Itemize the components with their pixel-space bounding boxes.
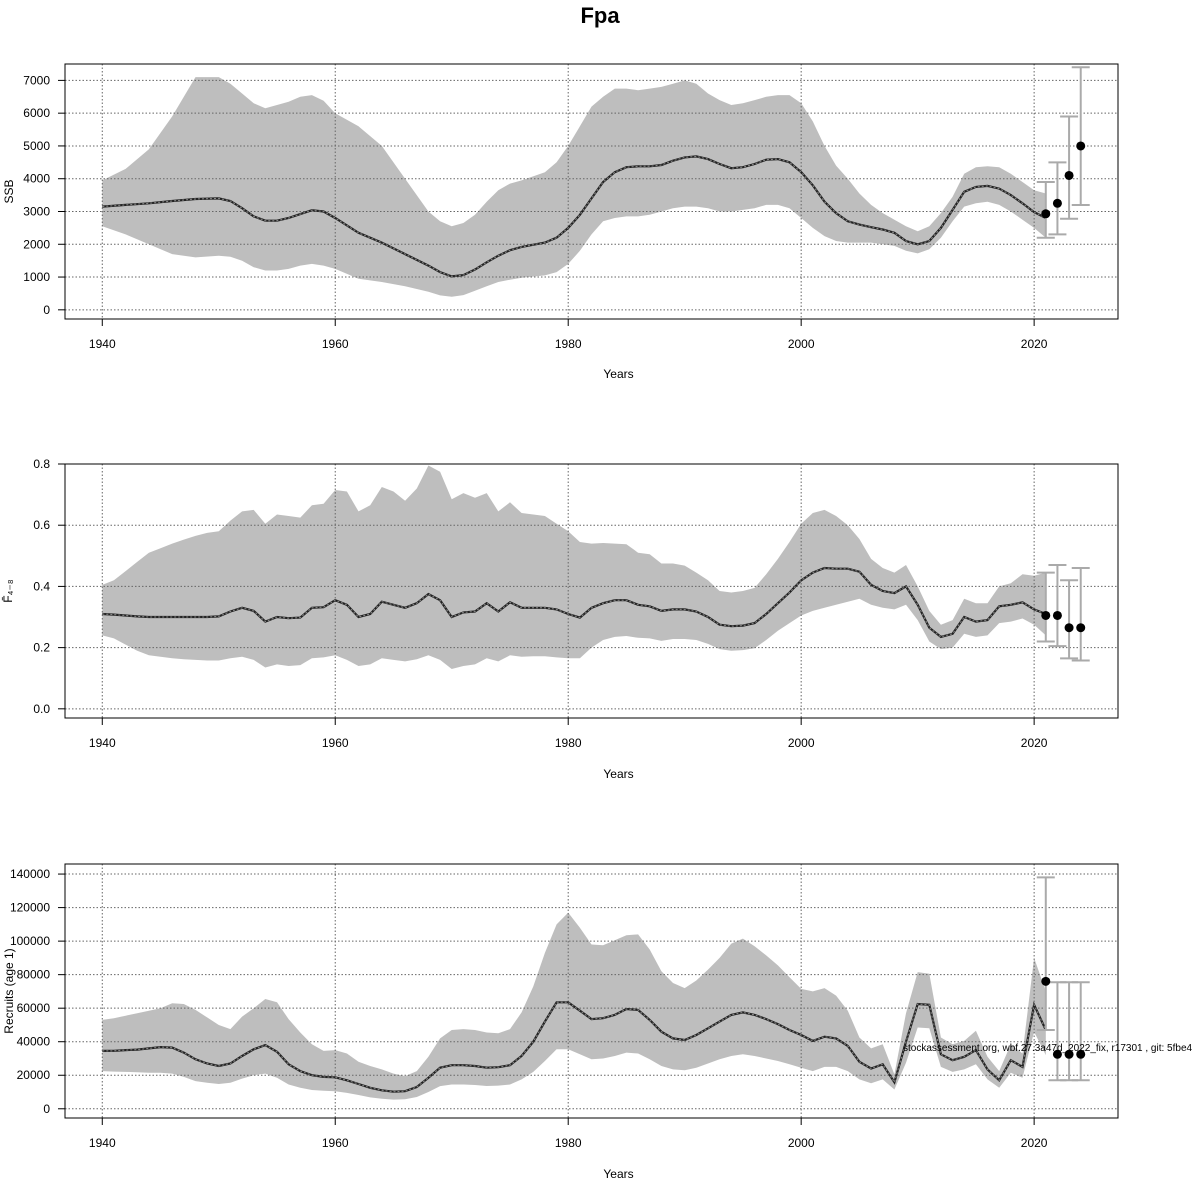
ssb-x-axis-title: Years <box>603 367 633 381</box>
recruits-y-tick-label: 60000 <box>17 1001 51 1015</box>
recruits-y-tick-label: 0 <box>43 1102 50 1116</box>
recruits-x-tick-label: 1980 <box>555 1136 582 1150</box>
fbar-x-tick-label: 2000 <box>788 736 815 750</box>
ssb-y-tick-label: 2000 <box>23 237 50 251</box>
ssb-y-axis-title: SSB <box>2 179 16 203</box>
recruits-x-tick-label: 2020 <box>1021 1136 1048 1150</box>
recruits-y-tick-label: 80000 <box>17 968 51 982</box>
fbar-forecast-point <box>1076 623 1086 633</box>
fbar-y-axis-title: F̄₄₋₈ <box>1 579 15 603</box>
fbar-y-tick-label: 0.4 <box>33 579 50 593</box>
recruits-forecast-point <box>1052 1049 1062 1059</box>
recruits-forecast-point <box>1041 976 1051 986</box>
recruits-x-tick-label: 2000 <box>788 1136 815 1150</box>
ssb-x-tick-label: 1980 <box>555 337 582 351</box>
fbar-x-axis-title: Years <box>603 767 633 781</box>
fbar-x-tick-label: 1980 <box>555 736 582 750</box>
recruits-y-tick-label: 20000 <box>17 1068 51 1082</box>
ssb-y-tick-label: 0 <box>43 303 50 317</box>
ssb-x-tick-label: 1960 <box>322 337 349 351</box>
fbar-x-tick-label: 1940 <box>89 736 116 750</box>
recruits-x-tick-label: 1940 <box>89 1136 116 1150</box>
recruits-panel: 1940 1960 1980 2000 2020 0 20000 40000 60000 8000… <box>2 863 1119 1181</box>
fbar-forecast-point <box>1064 623 1074 633</box>
ssb-y-tick-label: 5000 <box>23 139 50 153</box>
ssb-y-tick-label: 4000 <box>23 172 50 186</box>
ssb-panel: 1940 1960 1980 2000 2020 0 1000 2000 3000 4000 500… <box>2 63 1119 381</box>
ssb-forecast-point <box>1064 170 1074 180</box>
fbar-forecast-point <box>1052 610 1062 620</box>
fbar-y-tick-label: 0.0 <box>33 702 50 716</box>
ssb-x-tick-label: 1940 <box>89 337 116 351</box>
ssb-x-tick-label: 2000 <box>788 337 815 351</box>
recruits-estimate-line-dash <box>102 1001 1047 1093</box>
ssb-x-tick-label: 2020 <box>1021 337 1048 351</box>
fbar-estimate-line-dash <box>102 567 1046 638</box>
ssb-forecast-point <box>1052 198 1062 208</box>
ssb-confidence-band <box>102 77 1046 297</box>
figure-title: Fpa <box>580 3 620 28</box>
recruits-x-tick-label: 1960 <box>322 1136 349 1150</box>
recruits-plot-frame <box>64 863 1119 1119</box>
ssb-forecast-point <box>1076 141 1086 151</box>
recruits-y-tick-label: 120000 <box>10 901 50 915</box>
ssb-y-tick-label: 1000 <box>23 270 50 284</box>
recruits-x-axis-title: Years <box>603 1167 633 1181</box>
ssb-plot-frame <box>64 63 1119 320</box>
recruits-forecast-point <box>1064 1049 1074 1059</box>
fbar-plot-frame <box>64 463 1119 719</box>
ssb-forecast-point <box>1041 209 1051 219</box>
recruits-y-tick-label: 140000 <box>10 867 50 881</box>
fbar-x-tick-label: 2020 <box>1021 736 1048 750</box>
recruits-y-tick-label: 40000 <box>17 1035 51 1049</box>
fbar-panel: 1940 1960 1980 2000 2020 0.0 0.2 0.4 0.6 0.8 Years… <box>1 457 1119 781</box>
fbar-y-tick-label: 0.2 <box>33 641 50 655</box>
ssb-y-tick-label: 3000 <box>23 204 50 218</box>
footer-note: stockassessment.org, wbf.27.3a47d_2022_f… <box>903 1043 1193 1054</box>
fbar-x-tick-label: 1960 <box>322 736 349 750</box>
fbar-y-tick-label: 0.6 <box>33 518 50 532</box>
ssb-y-tick-label: 7000 <box>23 73 50 87</box>
recruits-forecast-point <box>1076 1049 1086 1059</box>
fbar-confidence-band <box>102 465 1046 669</box>
recruits-y-axis-title: Recruits (age 1) <box>2 948 16 1033</box>
ssb-estimate-line-dash <box>102 155 1047 277</box>
fbar-y-tick-label: 0.8 <box>33 457 50 471</box>
recruits-y-tick-label: 100000 <box>10 934 50 948</box>
ssb-y-tick-label: 6000 <box>23 106 50 120</box>
fbar-forecast-point <box>1041 610 1051 620</box>
